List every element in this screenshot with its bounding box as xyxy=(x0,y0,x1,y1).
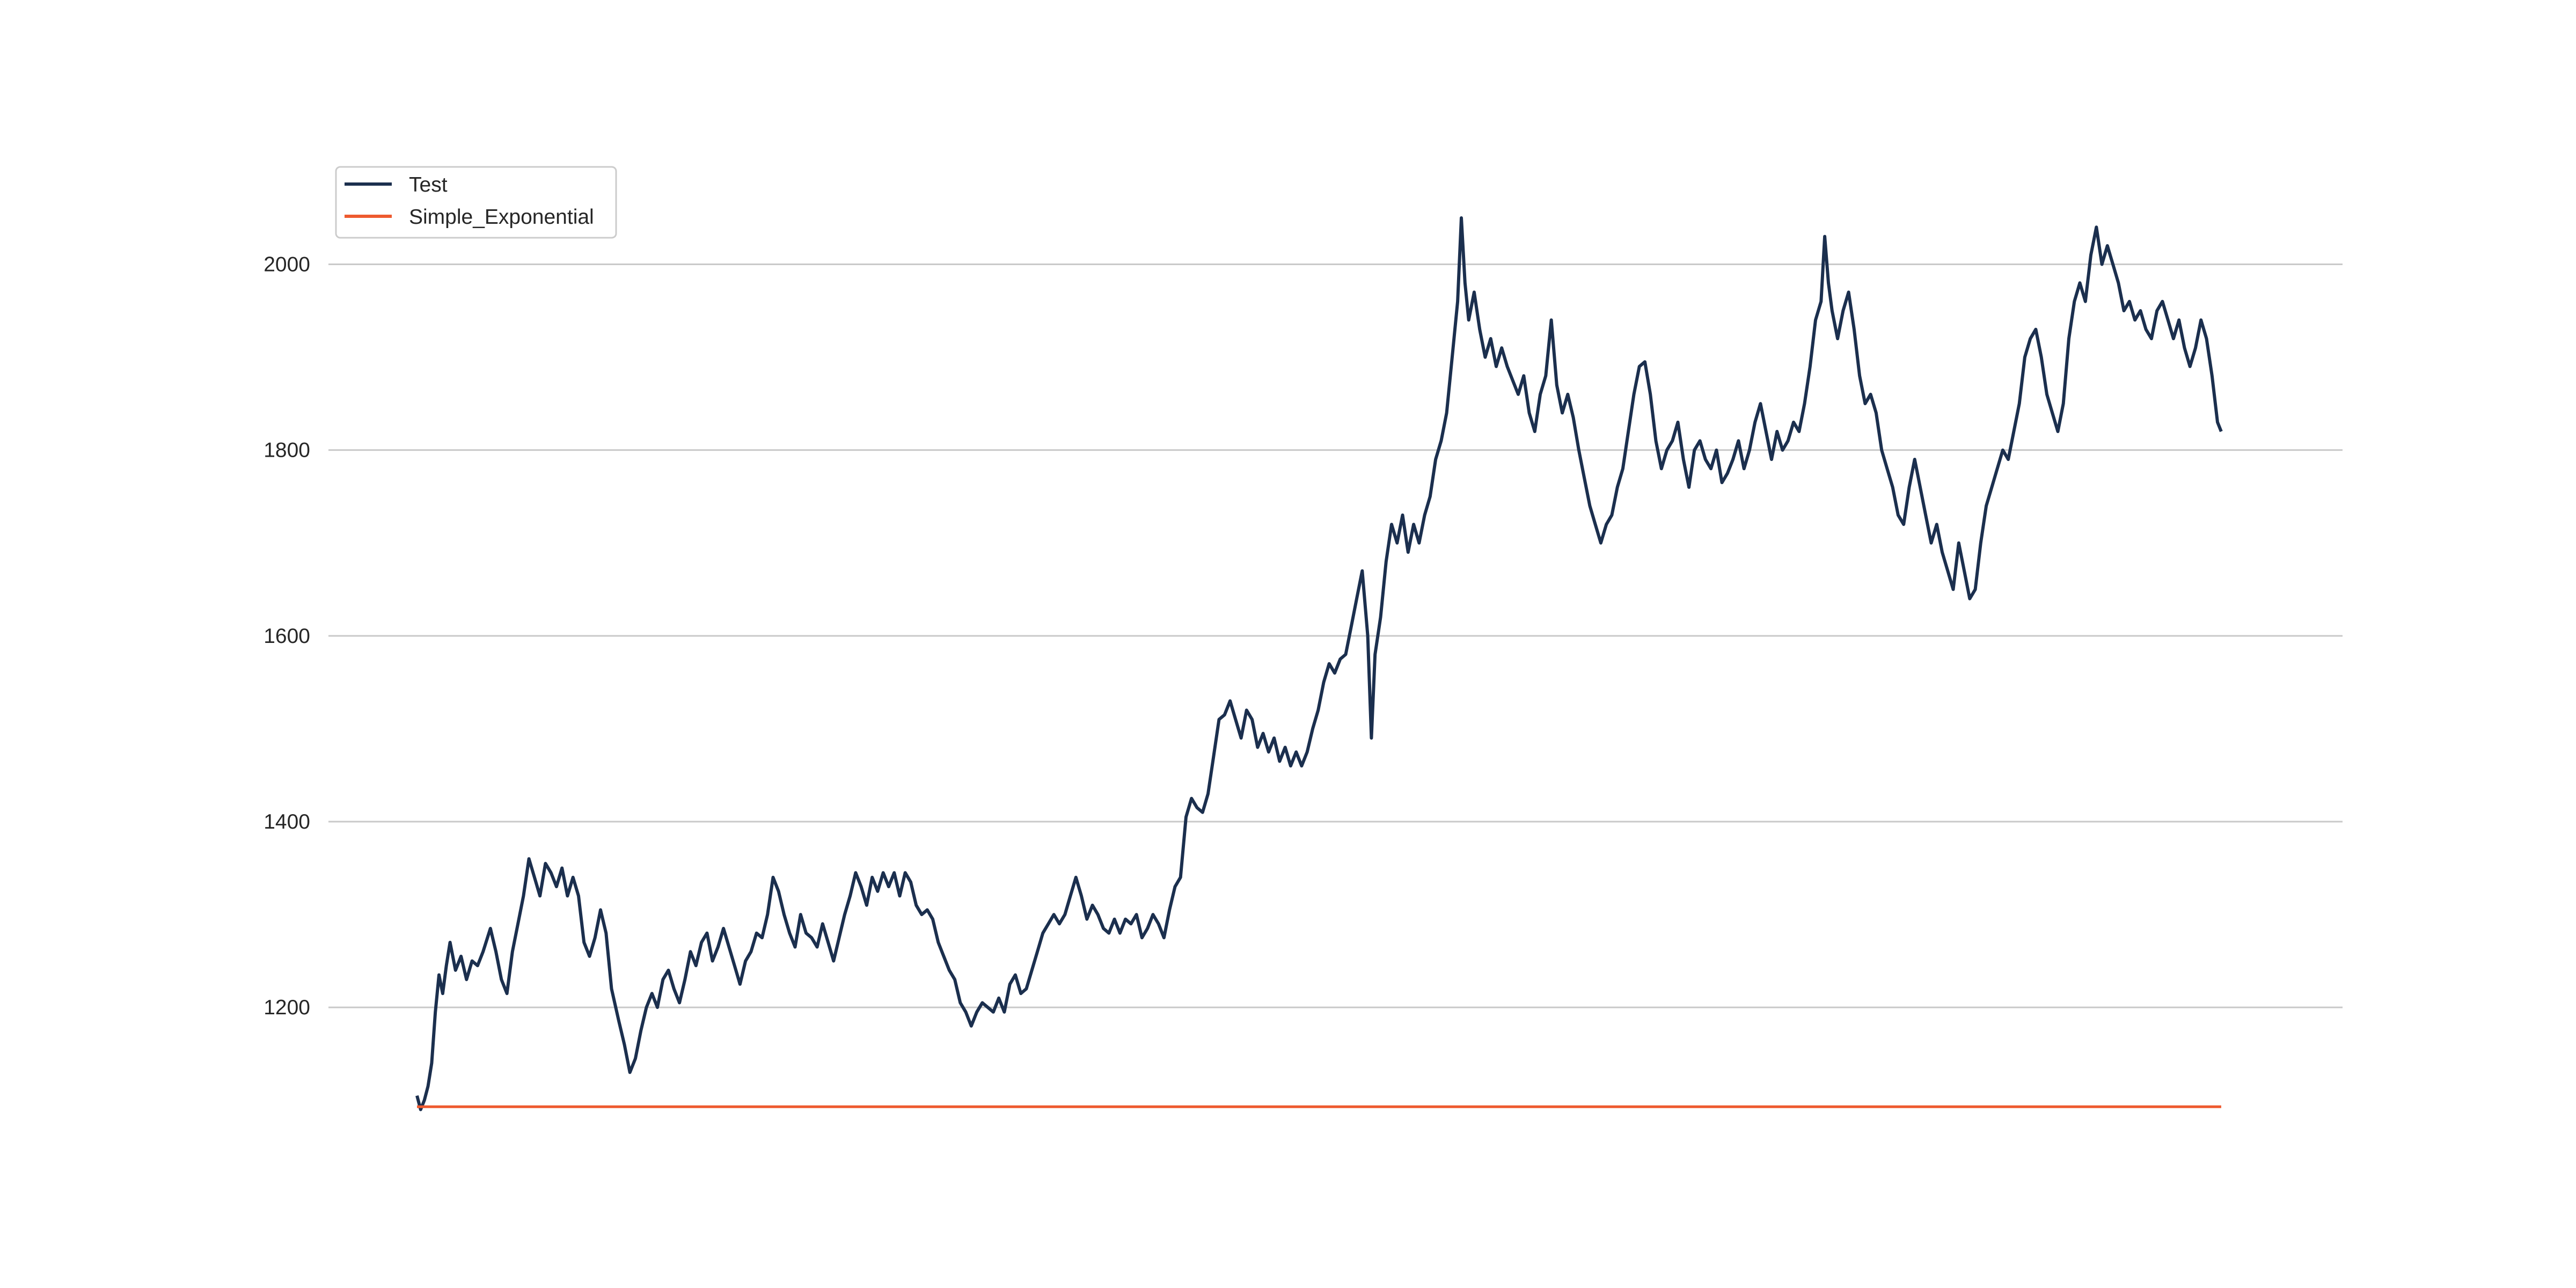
gridlines xyxy=(328,264,2343,1008)
legend-label: Test xyxy=(409,173,448,196)
y-tick-label: 2000 xyxy=(264,253,310,276)
legend-label: Simple_Exponential xyxy=(409,206,594,229)
y-tick-label: 1600 xyxy=(264,625,310,648)
legend-box xyxy=(335,166,617,239)
series-lines xyxy=(415,216,2223,1111)
y-tick-label: 1800 xyxy=(264,439,310,462)
series-line-test xyxy=(415,216,2223,1111)
y-tick-label: 1200 xyxy=(264,996,310,1019)
legend: Test Simple_Exponential xyxy=(335,166,617,239)
y-tick-label: 1400 xyxy=(264,810,310,833)
y-axis-ticks: 1200 1400 1600 1800 2000 xyxy=(264,253,310,1020)
